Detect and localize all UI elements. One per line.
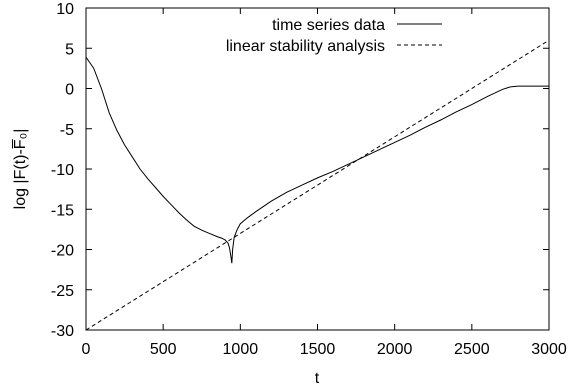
series-line-time-series-data [85, 56, 549, 264]
y-tick-label: 5 [65, 41, 74, 58]
y-tick-label: -10 [51, 162, 74, 179]
x-tick-label: 0 [82, 341, 91, 358]
y-tick-label: -30 [51, 323, 74, 340]
x-tick-label: 2500 [454, 341, 490, 358]
x-tick-label: 1000 [223, 341, 259, 358]
series-layer [85, 39, 550, 331]
legend-label-linear-stability: linear stability analysis [226, 38, 385, 55]
y-tick-label: -5 [60, 122, 74, 139]
y-tick-label: 0 [65, 82, 74, 99]
x-tick-label: 3000 [531, 341, 567, 358]
x-tick-label: 500 [150, 341, 177, 358]
y-tick-label: -25 [51, 283, 74, 300]
x-tick-label: 1500 [300, 341, 336, 358]
y-tick-label: 10 [56, 1, 74, 18]
y-tick-label: -20 [51, 243, 74, 260]
plot-frame [85, 7, 550, 331]
axis-ticks: 0 500 1000 1500 2000 2500 3000 -30 -25 -20 -15 -10 -… [51, 1, 567, 358]
x-axis-title: t [315, 370, 320, 387]
legend-label-time-series: time series data [272, 17, 385, 34]
legend: time series data linear stability analys… [226, 17, 442, 55]
x-tick-label: 2000 [377, 341, 413, 358]
series-line-linear-stability-analysis [85, 39, 550, 331]
y-axis-title: log |F(t)-F̅₀| [11, 129, 29, 210]
y-tick-label: -15 [51, 202, 74, 219]
